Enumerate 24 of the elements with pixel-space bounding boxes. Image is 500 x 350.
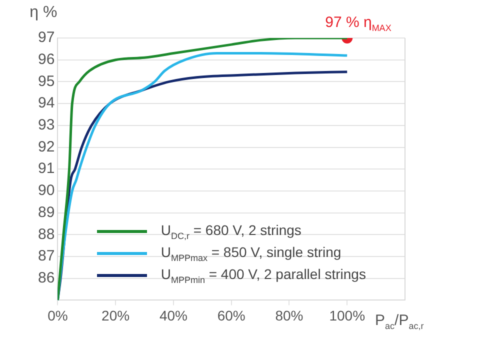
x-tick-label: 40% xyxy=(159,307,188,324)
y-tick-label: 96 xyxy=(38,50,55,68)
legend-label: U$_{DC,r}$ = 680 V, 2 strings xyxy=(160,222,302,241)
legend-label: U$_{MPPmin}$ = 400 V, 2 parallel strings xyxy=(160,266,366,285)
y-tick-label: 86 xyxy=(38,269,55,286)
y-tick-label: 97 xyxy=(38,29,55,46)
y-tick-label: 91 xyxy=(38,160,55,178)
x-tick-label: 0% xyxy=(48,307,68,324)
x-tick-label: 80% xyxy=(275,307,304,324)
y-tick-label: 88 xyxy=(38,226,55,243)
y-tick-label: 87 xyxy=(38,248,55,265)
y-tick-label: 95 xyxy=(38,72,55,90)
y-tick-label: 89 xyxy=(38,204,55,221)
x-tick-label: 60% xyxy=(217,307,246,324)
x-tick-label: 100% xyxy=(329,307,366,324)
y-tick-label: 93 xyxy=(38,116,55,134)
y-tick-label: 92 xyxy=(38,138,55,156)
y-tick-label: 90 xyxy=(38,182,55,200)
legend-label: U$_{MPPmax}$ = 850 V, single string xyxy=(160,244,342,263)
y-axis-title: η % xyxy=(30,4,58,22)
x-tick-label: 20% xyxy=(102,307,130,324)
y-tick-label: 94 xyxy=(38,94,55,112)
x-axis-title: P$_{ac}$/P$_{ac,r}$ xyxy=(375,312,424,332)
annotation: 97 % η$_{MAX}$ xyxy=(325,14,392,33)
